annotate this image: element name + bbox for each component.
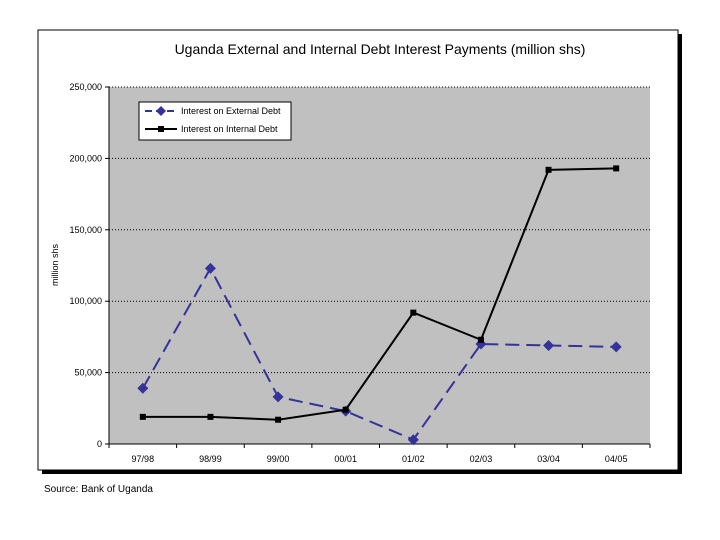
data-point-internal [207, 413, 214, 420]
data-point-external [137, 382, 149, 394]
chart-title: Uganda External and Internal Debt Intere… [175, 41, 586, 57]
axes: 0 50,000 100,000 150,000 200,000 250,000 97/98… [69, 82, 651, 464]
grid-lines [109, 86, 650, 374]
legend-label-external: Interest on External Debt [181, 106, 281, 116]
x-tick-label: 00/01 [334, 454, 357, 464]
series-layer [137, 165, 622, 446]
data-point-internal [139, 413, 146, 420]
source-note: Source: Bank of Uganda [44, 484, 153, 495]
data-point-internal [613, 165, 620, 172]
data-point-external [407, 434, 419, 446]
data-point-internal [342, 406, 349, 413]
x-tick-label: 02/03 [470, 454, 493, 464]
legend-swatch-internal-marker [158, 126, 164, 132]
data-point-internal [545, 166, 552, 173]
legend-box [138, 101, 292, 141]
y-tick-label: 200,000 [69, 153, 102, 163]
series-line-internal [142, 167, 617, 421]
y-axis-label: million shs [50, 243, 60, 286]
data-point-external [204, 262, 216, 274]
x-tick-label: 03/04 [537, 454, 560, 464]
legend: Interest on External Debt Interest on In… [138, 101, 292, 141]
legend-label-internal: Interest on Internal Debt [181, 124, 278, 134]
y-tick-label: 150,000 [69, 225, 102, 235]
plot-area [109, 87, 650, 444]
data-point-internal [275, 416, 282, 423]
y-tick-label: 100,000 [69, 296, 102, 306]
data-point-external [272, 391, 284, 403]
y-tick-label: 50,000 [74, 368, 102, 378]
x-tick-label: 04/05 [605, 454, 628, 464]
x-tick-label: 01/02 [402, 454, 425, 464]
y-tick-label: 0 [97, 439, 102, 449]
x-tick-label: 99/00 [267, 454, 290, 464]
data-point-internal [410, 309, 417, 316]
y-tick-label: 250,000 [69, 82, 102, 92]
x-tick-label: 98/99 [199, 454, 222, 464]
legend-swatch-external-marker [156, 106, 166, 116]
data-point-internal [477, 336, 484, 343]
series-line-external [141, 266, 617, 441]
data-point-external [610, 341, 622, 353]
x-tick-label: 97/98 [132, 454, 155, 464]
data-point-external [543, 339, 555, 351]
